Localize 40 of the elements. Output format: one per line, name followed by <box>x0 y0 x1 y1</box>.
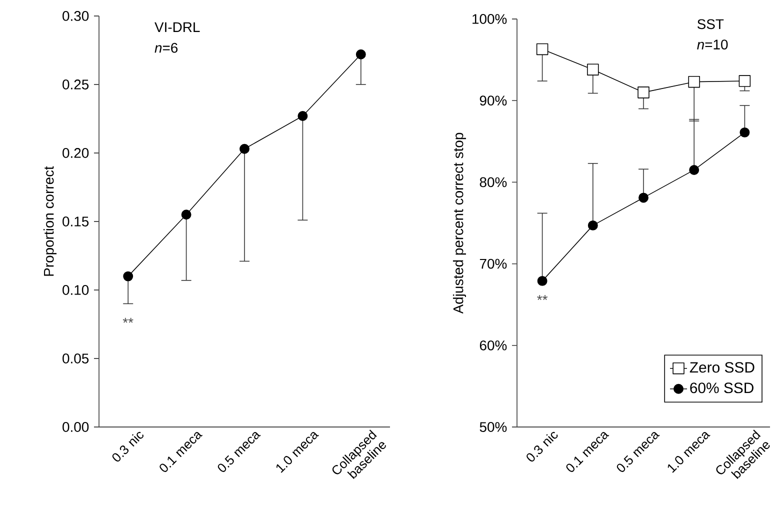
y-tick-label: 80% <box>480 177 507 188</box>
point <box>123 271 134 282</box>
annotation: ** <box>122 318 134 323</box>
annotation: SST <box>697 19 724 30</box>
point <box>638 86 650 98</box>
point <box>536 43 548 56</box>
x-tick-label: 0.3 nic <box>112 432 144 462</box>
point <box>181 210 192 220</box>
y-tick-label: 0.00 <box>62 422 89 432</box>
x-tick-label: 0.3 nic <box>526 432 558 462</box>
y-tick-label: 0.25 <box>62 80 89 90</box>
annotation: n=10 <box>697 40 728 50</box>
y-tick-label: 90% <box>480 96 507 106</box>
legend-label: Zero SSD <box>690 362 754 373</box>
point <box>689 164 700 175</box>
point <box>587 64 599 76</box>
y-tick-label: 100% <box>472 14 507 24</box>
point <box>688 76 700 88</box>
y-tick-label: 0.10 <box>62 285 89 295</box>
point <box>240 144 250 154</box>
annotation: ** <box>537 295 548 300</box>
y-tick-label: 60% <box>480 340 507 350</box>
y-tick-label: 70% <box>480 258 507 269</box>
annotation: n=6 <box>154 42 178 53</box>
y-tick-label: 50% <box>480 422 507 432</box>
point <box>740 127 750 138</box>
point <box>298 111 308 121</box>
point <box>537 276 548 286</box>
y-tick-label: 0.15 <box>62 216 89 226</box>
y-axis-title: Proportion correct <box>44 166 57 276</box>
point <box>638 192 648 203</box>
annotation: VI-DRL <box>154 22 200 32</box>
legend-label: 60% SSD <box>690 382 754 394</box>
y-axis-title: Adjusted percent correct stop <box>452 132 466 314</box>
point <box>738 75 751 87</box>
y-tick-label: 0.20 <box>62 148 89 158</box>
y-tick-label: 0.30 <box>62 11 89 21</box>
point <box>588 220 598 230</box>
y-tick-label: 0.05 <box>62 354 89 364</box>
point <box>356 49 366 60</box>
